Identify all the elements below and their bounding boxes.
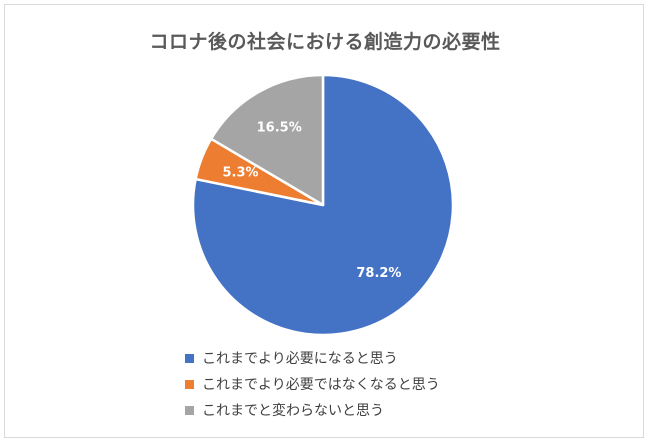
data-label: 78.2%	[356, 266, 401, 281]
legend-swatch	[185, 353, 194, 363]
chart-title: コロナ後の社会における創造力の必要性	[149, 31, 501, 53]
data-label: 16.5%	[257, 121, 302, 136]
legend-swatch	[185, 379, 194, 389]
legend-swatch	[185, 405, 194, 415]
data-label: 5.3%	[222, 166, 258, 181]
legend-label: これまでより必要になると思う	[202, 351, 398, 367]
chart-area: コロナ後の社会における創造力の必要性 78.2% 5.3% 16.5% これまでより…	[4, 4, 644, 438]
legend-item: これまでと変わらないと思う	[185, 397, 440, 423]
legend-item: これまでより必要ではなくなると思う	[185, 371, 440, 397]
legend-label: これまでと変わらないと思う	[202, 403, 384, 419]
pie-chart: 78.2% 5.3% 16.5%	[191, 73, 455, 337]
legend-label: これまでより必要ではなくなると思う	[202, 377, 440, 393]
pie-slice	[209, 73, 325, 207]
legend: これまでより必要になると思う これまでより必要ではなくなると思う これまでと変わ…	[185, 345, 440, 423]
pie-slice	[191, 73, 455, 337]
legend-item: これまでより必要になると思う	[185, 345, 440, 371]
